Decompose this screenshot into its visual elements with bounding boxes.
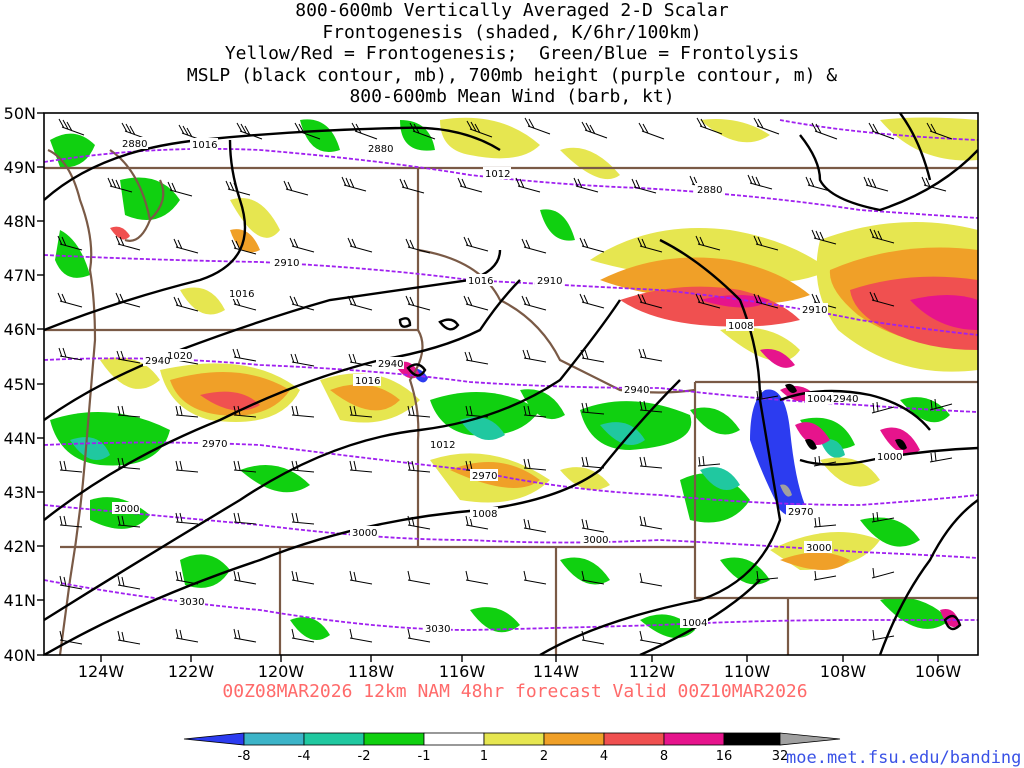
colorbar-label: 2 xyxy=(540,749,548,764)
height-label: 2910 xyxy=(537,276,562,287)
lon-tick-label: 116W xyxy=(439,662,486,681)
lat-tick-label: 43N xyxy=(4,483,36,502)
height-label: 3000 xyxy=(806,543,831,554)
colorbar-label: 4 xyxy=(600,749,608,764)
title-line-2: Frontogenesis (shaded, K/6hr/100km) xyxy=(322,21,702,43)
lon-tick-label: 120W xyxy=(258,662,305,681)
lon-tick-label: 118W xyxy=(348,662,395,681)
lon-tick-label: 106W xyxy=(915,662,962,681)
lat-tick-label: 49N xyxy=(4,158,36,177)
colorbar-swatch xyxy=(303,732,365,746)
colorbar-swatch xyxy=(363,732,425,746)
mslp-label: 1016 xyxy=(468,276,493,287)
frontogenesis-shading xyxy=(50,117,978,640)
colorbar-swatch xyxy=(543,732,605,746)
mslp-label: 1012 xyxy=(430,440,455,451)
colorbar-label: 16 xyxy=(716,749,733,764)
lat-tick-label: 50N xyxy=(4,104,36,123)
lat-tick-label: 46N xyxy=(4,320,36,339)
colorbar-label: 8 xyxy=(660,749,668,764)
colorbar-label: -1 xyxy=(418,749,431,764)
height-label: 2970 xyxy=(202,439,227,450)
height-label: 3030 xyxy=(179,597,204,608)
colorbar: -8 -4 -2 -1 1 2 4 8 16 32 xyxy=(183,732,841,764)
colorbar-swatch xyxy=(423,732,485,746)
mslp-label: 1012 xyxy=(485,169,510,180)
height-label: 2880 xyxy=(122,139,147,150)
colorbar-swatch xyxy=(183,732,245,746)
mslp-label: 1004 xyxy=(807,394,832,405)
mslp-label: 1004 xyxy=(682,618,707,629)
lon-tick-label: 124W xyxy=(78,662,125,681)
height-label: 3030 xyxy=(425,624,450,635)
state-borders xyxy=(44,148,978,655)
colorbar-label: 1 xyxy=(480,749,488,764)
colorbar-label: 32 xyxy=(772,749,789,764)
lon-tick-label: 112W xyxy=(629,662,676,681)
forecast-valid-line: 00Z08MAR2026 12km NAM 48hr forecast Vali… xyxy=(222,681,808,702)
height-label: 2970 xyxy=(788,507,813,518)
height-label: 2940 xyxy=(378,359,403,370)
height-label: 2940 xyxy=(833,394,858,405)
latitude-axis: 50N 49N 48N 47N 46N 45N 44N 43N 42N 41N … xyxy=(4,104,44,665)
height-label: 2880 xyxy=(368,144,393,155)
height-label: 3000 xyxy=(114,504,139,515)
height-label: 2910 xyxy=(274,258,299,269)
lon-tick-label: 108W xyxy=(820,662,867,681)
height-label: 3000 xyxy=(352,528,377,539)
colorbar-swatch xyxy=(779,732,841,746)
mslp-label: 1020 xyxy=(167,351,192,362)
longitude-axis: 124W 122W 120W 118W 116W 114W 112W 110W … xyxy=(78,655,962,681)
colorbar-label: -4 xyxy=(298,749,311,764)
colorbar-swatch xyxy=(243,732,305,746)
source-url[interactable]: moe.met.fsu.edu/banding xyxy=(786,748,1022,768)
lon-tick-label: 122W xyxy=(168,662,215,681)
lon-tick-label: 110W xyxy=(724,662,771,681)
colorbar-label: -8 xyxy=(238,749,251,764)
height-label: 2910 xyxy=(802,305,827,316)
lat-tick-label: 42N xyxy=(4,537,36,556)
wind-barbs xyxy=(57,117,953,645)
lat-tick-label: 40N xyxy=(4,646,36,665)
height-label: 2940 xyxy=(624,385,649,396)
colorbar-swatch xyxy=(663,732,725,746)
lat-tick-label: 44N xyxy=(4,429,36,448)
colorbar-swatch xyxy=(603,732,665,746)
title-line-1: 800-600mb Vertically Averaged 2-D Scalar xyxy=(295,0,729,21)
colorbar-label: -2 xyxy=(358,749,371,764)
lat-tick-label: 45N xyxy=(4,375,36,394)
title-line-3: Yellow/Red = Frontogenesis; Green/Blue =… xyxy=(224,43,800,65)
height-label: 2880 xyxy=(697,185,722,196)
title-line-5: 800-600mb Mean Wind (barb, kt) xyxy=(349,86,675,108)
height-label: 2940 xyxy=(145,356,170,367)
mslp-label: 1008 xyxy=(728,321,753,332)
contour-labels: 2880 1016 2880 1012 2880 2910 2910 1016 … xyxy=(112,137,903,635)
colorbar-swatch xyxy=(483,732,545,746)
mslp-label: 1000 xyxy=(877,452,902,463)
lat-tick-label: 48N xyxy=(4,212,36,231)
mslp-label: 1008 xyxy=(472,509,497,520)
mslp-label: 1016 xyxy=(192,140,217,151)
colorbar-swatch xyxy=(723,732,781,746)
mslp-label: 1016 xyxy=(229,289,254,300)
height-label: 2970 xyxy=(472,471,497,482)
title-line-4: MSLP (black contour, mb), 700mb height (… xyxy=(186,64,838,86)
height-label: 3000 xyxy=(583,535,608,546)
lat-tick-label: 41N xyxy=(4,591,36,610)
map-title: 800-600mb Vertically Averaged 2-D Scalar… xyxy=(0,0,1024,108)
lon-tick-label: 114W xyxy=(533,662,580,681)
mslp-label: 1016 xyxy=(355,376,380,387)
lat-tick-label: 47N xyxy=(4,266,36,285)
